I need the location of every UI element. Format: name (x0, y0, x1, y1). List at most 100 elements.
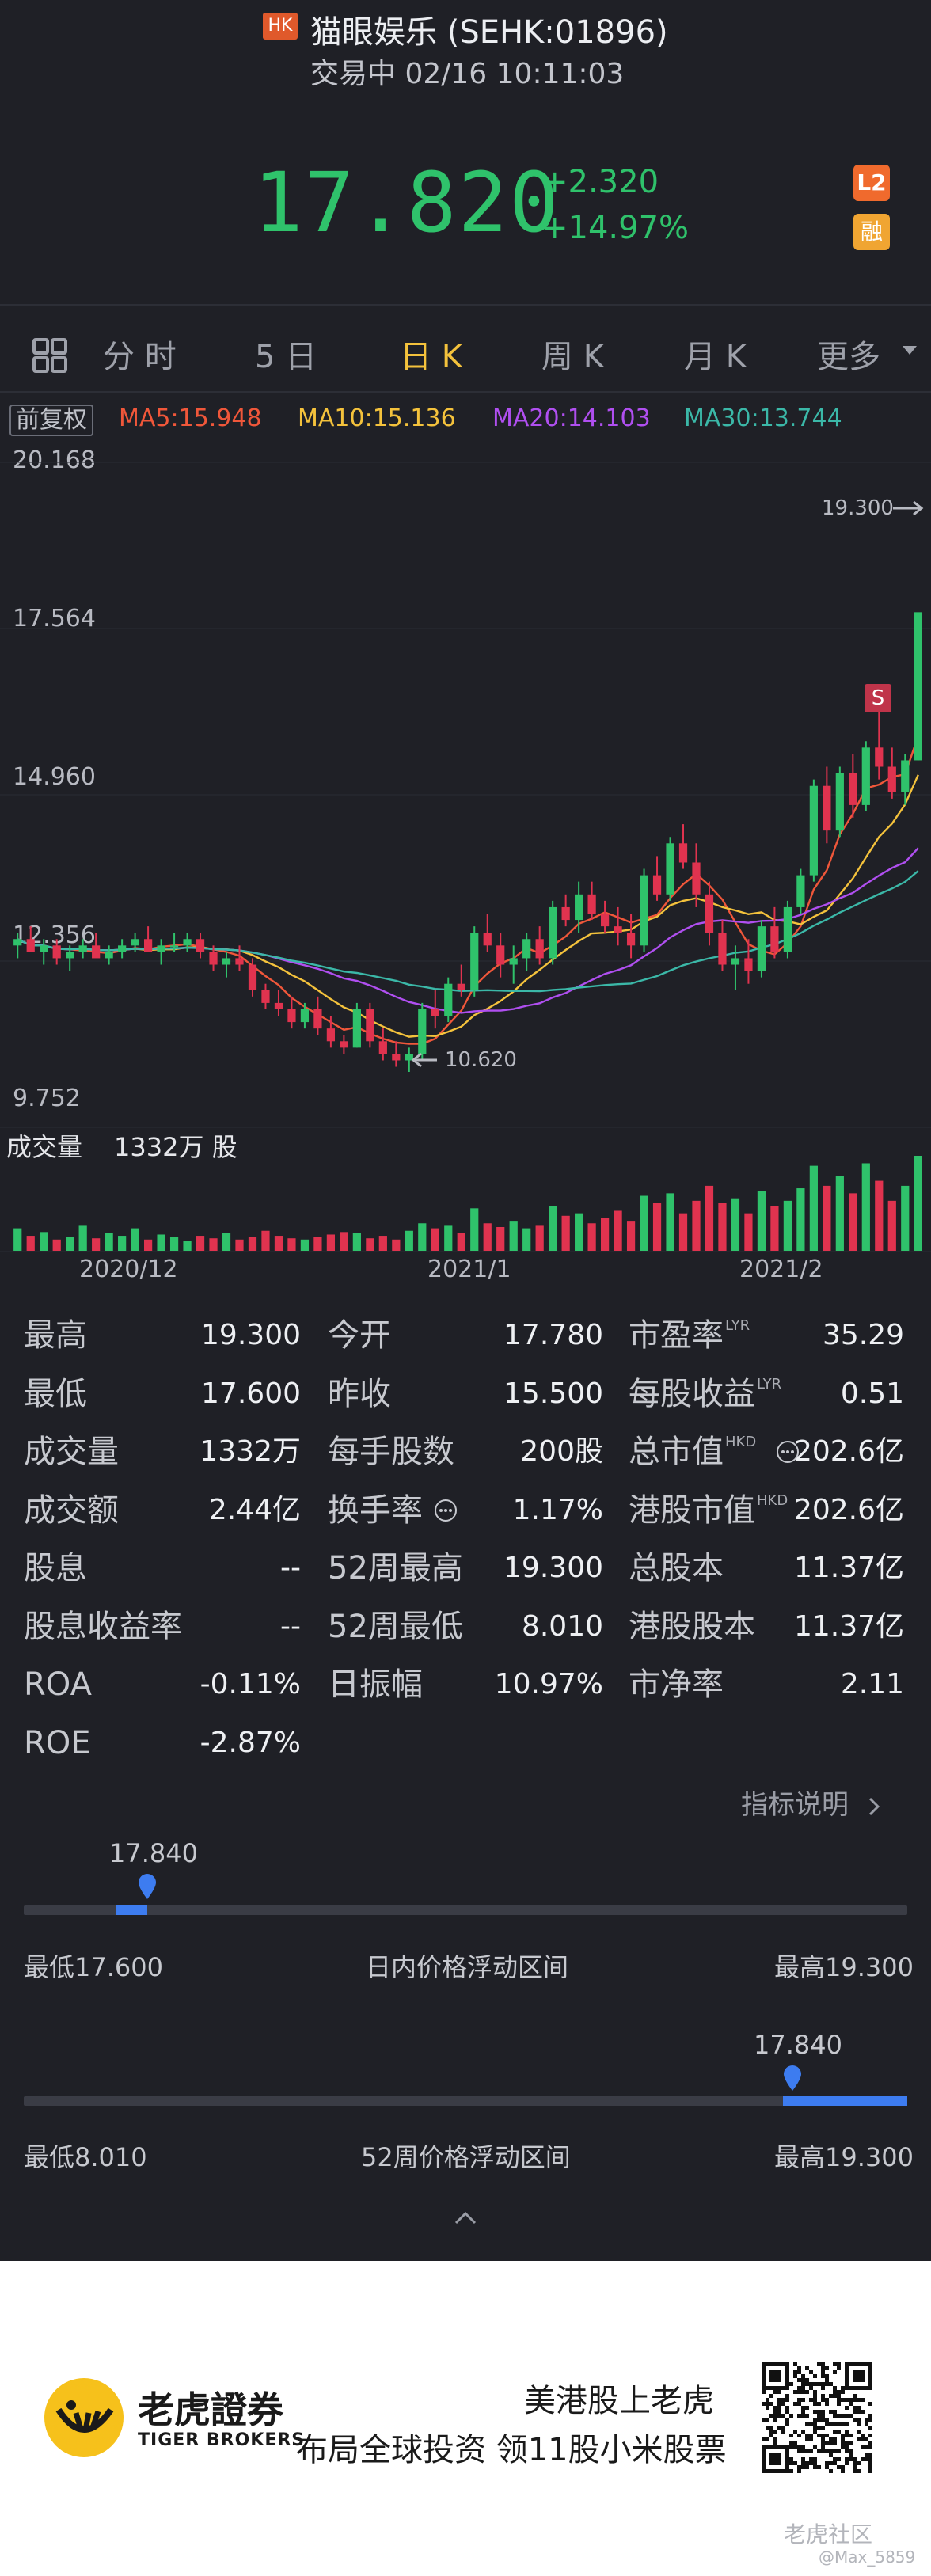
stats-row: ROA -0.11% 日振幅 10.97% 市净率 2.11 (0, 1655, 931, 1714)
footer-slogan: 美港股上老虎 (524, 2383, 714, 2419)
volume-bar (549, 1206, 557, 1251)
volume-bar (92, 1238, 101, 1251)
volume-bar (118, 1236, 127, 1251)
stats-row: 最高 19.300 今开 17.780 市盈率 LYR 35.29 (0, 1306, 931, 1365)
candle-body (418, 1009, 427, 1054)
candle-body (352, 1009, 361, 1048)
intraday-low: 最低17.600 (24, 1952, 163, 1982)
caret-down-icon[interactable] (901, 344, 918, 356)
candle-body (718, 933, 727, 965)
volume-bar (666, 1193, 674, 1251)
stat-label: 成交量 (24, 1434, 119, 1470)
candle-body (248, 964, 257, 990)
tab-5day[interactable]: 5 日 (255, 339, 317, 375)
volume-bar (887, 1200, 896, 1251)
candle-body (914, 612, 922, 761)
ma30-line (17, 870, 919, 993)
low-marker: 10.620 (445, 1048, 517, 1072)
volume-bar (378, 1236, 387, 1251)
y-tick: 17.564 (13, 605, 96, 633)
candlestick-chart[interactable] (0, 443, 931, 1259)
candle-body (326, 1028, 336, 1042)
more-dots-icon[interactable] (776, 1440, 800, 1464)
stat-label: 总市值 (629, 1434, 724, 1470)
stat-value: 2.11 (840, 1668, 904, 1700)
more-dots-icon[interactable] (434, 1499, 458, 1522)
volume-bar (183, 1241, 192, 1251)
stat-label: 昨收 (328, 1375, 391, 1412)
current-price: 17.820 (253, 154, 560, 251)
indicator-help-link[interactable]: 指标说明 (741, 1783, 883, 1822)
stat-value: 1.17% (512, 1493, 603, 1526)
trading-status: 交易中 02/16 10:11:03 (310, 58, 625, 90)
candle-body (549, 906, 557, 959)
chevron-up-icon[interactable] (453, 2206, 478, 2231)
volume-bar (444, 1225, 453, 1251)
stat-value: 19.300 (504, 1552, 603, 1584)
divider (0, 304, 931, 306)
stat-value: 202.6亿 (793, 1435, 904, 1468)
tab-intraday[interactable]: 分 时 (103, 339, 177, 375)
stat-label: 港股股本 (629, 1608, 755, 1645)
volume-bar (705, 1185, 714, 1251)
candle-body (561, 906, 570, 921)
week52-low: 最低8.010 (24, 2142, 147, 2172)
volume-bar (169, 1237, 179, 1251)
candle-body (444, 983, 453, 1016)
volume-bar (222, 1233, 231, 1251)
grid-icon[interactable] (32, 337, 68, 374)
stat-value: 11.37亿 (793, 1609, 904, 1643)
stat-label: 换手率 (328, 1491, 423, 1529)
market-badge: HK (263, 13, 298, 40)
candle-body (157, 945, 165, 952)
stat-label: 港股市值 (629, 1491, 755, 1529)
candle-body (887, 766, 896, 792)
candle-body (875, 747, 884, 767)
volume-bar (235, 1239, 244, 1251)
intraday-current-value: 17.840 (109, 1838, 198, 1868)
candle-body (78, 945, 87, 952)
ma30-label: MA30:13.744 (684, 405, 842, 432)
volume-bar (692, 1200, 701, 1251)
candle-body (535, 939, 544, 959)
candle-body (431, 1009, 439, 1016)
candle-body (92, 945, 101, 959)
l2-badge[interactable]: L2 (853, 165, 890, 201)
adjust-button[interactable]: 前复权 (10, 405, 93, 436)
y-tick: 14.960 (13, 763, 96, 791)
stats-row: 成交额 2.44亿 换手率 1.17% 港股市值 HKD 202.6亿 (0, 1481, 931, 1540)
stat-label: 股息收益率 (24, 1608, 182, 1645)
tab-more[interactable]: 更多 (817, 339, 880, 375)
candle-body (235, 958, 244, 965)
signal-badge[interactable]: S (864, 684, 891, 712)
candle-body (378, 1041, 387, 1054)
margin-badge[interactable]: 融 (853, 214, 890, 250)
candle-body (274, 1002, 283, 1009)
tab-weekly-k[interactable]: 周 K (542, 339, 604, 375)
qr-code[interactable] (762, 2362, 872, 2473)
brand-name-en: TIGER BROKERS (138, 2430, 306, 2450)
stat-label: ROA (24, 1666, 92, 1703)
volume-bar (352, 1233, 361, 1251)
volume-bar (835, 1176, 844, 1251)
candle-body (652, 875, 662, 895)
stat-label: 市盈率 (629, 1317, 724, 1354)
tab-daily-k[interactable]: 日 K (400, 339, 462, 375)
location-pin-icon (783, 2065, 801, 2091)
volume-bar (823, 1185, 831, 1251)
ma10-label: MA10:15.136 (298, 405, 456, 432)
candle-body (678, 843, 688, 863)
volume-bar (366, 1238, 374, 1251)
candle-body (287, 1009, 296, 1023)
candle-body (40, 945, 48, 952)
tab-monthly-k[interactable]: 月 K (684, 339, 747, 375)
arrow-right-icon (893, 500, 924, 516)
stock-title: 猫眼娱乐 (SEHK:01896) (310, 14, 668, 51)
volume-bar (614, 1210, 622, 1251)
candle-body (392, 1054, 401, 1061)
stat-value: -- (280, 1609, 301, 1643)
candle-body (626, 933, 636, 946)
y-tick: 12.356 (13, 921, 96, 949)
volume-bar (392, 1239, 401, 1251)
stat-label: 总股本 (629, 1550, 724, 1586)
